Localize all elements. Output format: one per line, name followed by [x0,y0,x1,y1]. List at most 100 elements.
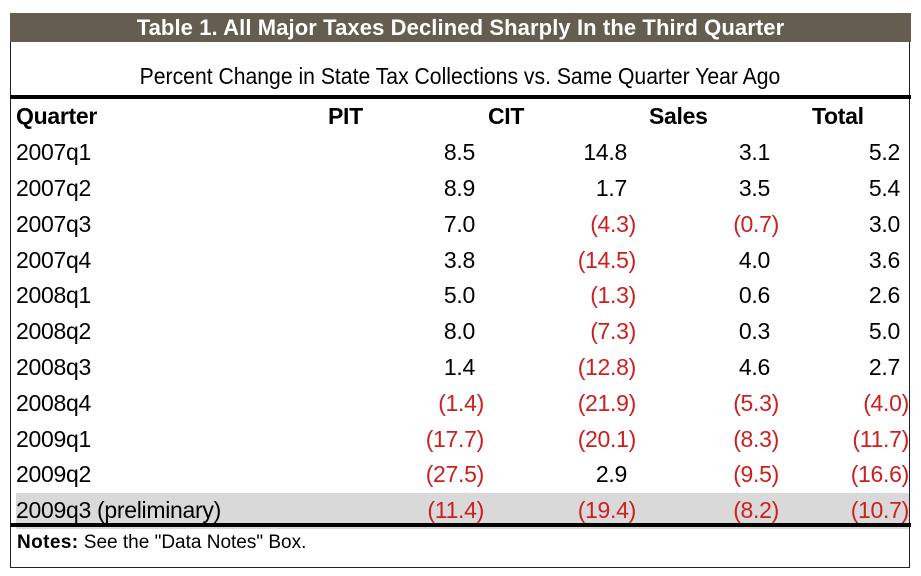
notes-label: Notes: [17,532,79,553]
sales-cell: (9.5) [624,457,787,493]
cit-cell: (21.9) [474,385,637,421]
table-row: 2008q2 8.0 (7.3) 0.3 5.0 [16,314,909,350]
table-row: 2007q1 8.5 14.8 3.1 5.2 [16,135,909,171]
sales-cell: (0.7) [624,206,787,242]
pit-cell: 7.0 [314,206,475,242]
quarter-cell: 2008q3 [16,353,91,380]
sales-value: 3.5 [738,174,770,201]
pit-cell: 5.0 [314,278,475,314]
sales-value: (8.3) [733,425,779,452]
pit-cell: (17.7) [314,421,485,457]
quarter-cell: 2008q1 [16,282,91,309]
column-header-pit: PIT [314,99,474,135]
quarter-cell: 2007q2 [16,174,91,201]
pit-value: (17.7) [425,425,485,452]
pit-cell: 3.8 [314,242,475,278]
quarter-cell: 2007q1 [16,139,91,166]
table-body: 2007q1 8.5 14.8 3.1 5.2 2007q2 8.9 1.7 3.5 5.4 200… [16,135,909,529]
table-notes: Notes: See the "Data Notes" Box. [17,529,306,557]
pit-value: 3.8 [443,246,475,273]
cit-cell: (4.3) [474,206,636,242]
total-cell: 5.4 [787,171,909,207]
pit-cell: (27.5) [314,457,485,493]
cit-value: (14.5) [577,246,637,273]
total-value: 2.7 [868,353,900,380]
sales-value: 3.1 [738,139,770,166]
pit-value: 8.5 [443,139,475,166]
total-cell: (10.7) [787,492,909,529]
quarter-cell: 2008q2 [16,318,91,345]
pit-cell: (11.4) [314,492,484,529]
quarter-cell: 2009q1 [16,425,91,452]
sales-value: 4.6 [738,353,770,380]
cit-cell: (19.4) [474,492,636,529]
total-cell: 3.6 [787,242,909,278]
quarter-cell: 2009q2 [16,461,91,488]
pit-value: 8.9 [443,174,475,201]
sales-cell: 3.5 [624,171,787,207]
table-row: 2009q1 (17.7) (20.1) (8.3) (11.7) [16,421,909,457]
sales-value: (9.5) [733,461,779,488]
total-value: 5.4 [868,174,900,201]
table-row: 2008q1 5.0 (1.3) 0.6 2.6 [16,278,909,314]
column-header-total: Total [787,99,909,135]
cit-cell: (7.3) [474,314,636,350]
table-row: 2009q3 (preliminary) (11.4) (19.4) (8.2) (10… [16,492,909,529]
column-header-sales: Sales [624,99,787,135]
pit-cell: 8.9 [314,171,475,207]
header-rule [10,95,911,99]
cit-value: (7.3) [590,318,636,345]
table-row: 2009q2 (27.5) 2.9 (9.5) (16.6) [16,457,909,493]
cit-cell: (12.8) [474,350,637,386]
total-cell: 2.6 [787,278,909,314]
sales-cell: 4.6 [624,350,787,386]
sales-value: (8.2) [733,497,779,524]
notes-text: See the "Data Notes" Box. [78,532,307,553]
total-cell: 5.0 [787,314,909,350]
column-header-quarter: Quarter [16,103,97,130]
pit-cell: (1.4) [314,385,484,421]
cit-cell: (1.3) [474,278,636,314]
cit-cell: (20.1) [474,421,637,457]
sales-value: (0.7) [733,210,779,237]
column-header-sales-label: Sales [649,103,708,130]
pit-cell: 1.4 [314,350,475,386]
total-cell: 5.2 [787,135,909,171]
cit-cell: 1.7 [474,171,627,207]
pit-value: 8.0 [443,318,475,345]
table-subtitle: Percent Change in State Tax Collections … [139,63,781,89]
total-value: 3.0 [868,210,900,237]
cit-value: (21.9) [577,389,637,416]
sales-cell: 3.1 [624,135,787,171]
total-cell: 3.0 [787,206,909,242]
column-header-total-label: Total [812,103,864,130]
quarter-cell: 2009q3 (preliminary) [16,492,314,529]
tax-table-panel: Table 1. All Major Taxes Declined Sharpl… [10,13,911,568]
total-cell: (16.6) [787,457,910,493]
total-cell: (4.0) [787,385,909,421]
pit-cell: 8.5 [314,135,475,171]
pit-value: 5.0 [443,282,475,309]
table-row: 2007q4 3.8 (14.5) 4.0 3.6 [16,242,909,278]
total-value: (4.0) [863,389,909,416]
sales-cell: (5.3) [624,385,787,421]
total-value: 3.6 [868,246,900,273]
total-value: (11.7) [852,425,909,452]
pit-value: 1.4 [443,353,475,380]
table-row: 2007q2 8.9 1.7 3.5 5.4 [16,171,909,207]
quarter-cell: 2007q4 [16,246,91,273]
quarter-cell: 2007q3 [16,210,91,237]
sales-value: 4.0 [738,246,770,273]
column-header-row: Quarter PIT CIT Sales Total [16,99,909,135]
pit-cell: 8.0 [314,314,475,350]
quarter-cell: 2008q4 [16,389,91,416]
cit-cell: 2.9 [474,457,627,493]
sales-cell: 0.6 [624,278,787,314]
column-header-pit-label: PIT [328,103,363,130]
sales-cell: (8.2) [624,492,787,529]
sales-cell: (8.3) [624,421,787,457]
sales-cell: 4.0 [624,242,787,278]
cit-value: 2.9 [595,461,627,488]
cit-value: (4.3) [590,210,636,237]
sales-cell: 0.3 [624,314,787,350]
